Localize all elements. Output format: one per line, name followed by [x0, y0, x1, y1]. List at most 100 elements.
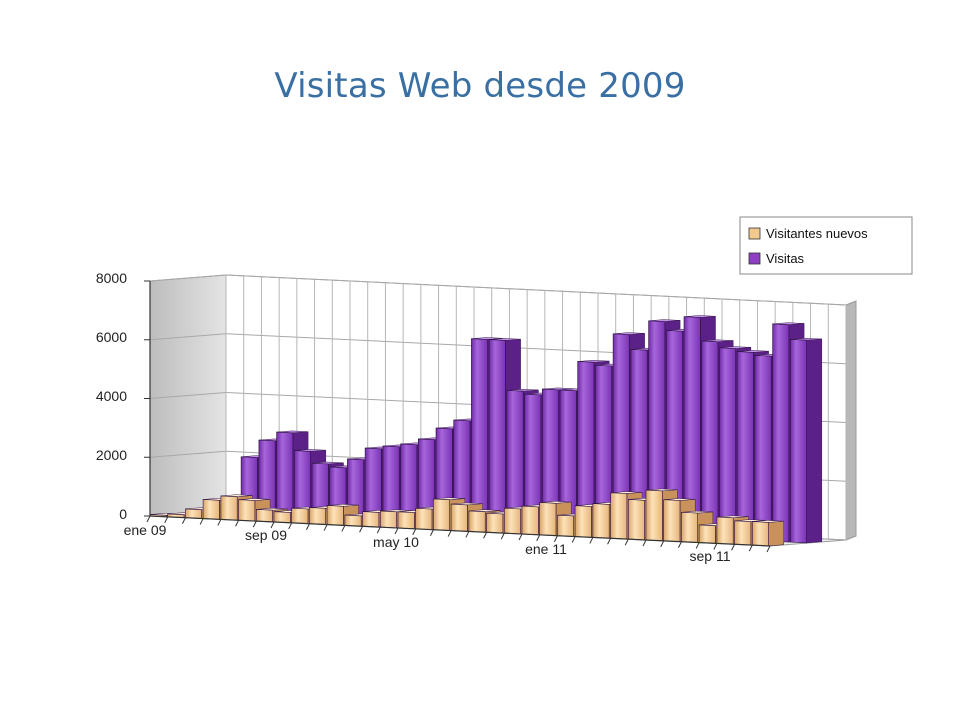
bar-visitantes-nuevos-front — [185, 508, 202, 519]
x-tick-mark — [288, 522, 293, 530]
bar-visitantes-nuevos-front — [557, 514, 575, 537]
bar-visitantes-nuevos-front — [309, 507, 327, 525]
bar-visitas-front — [772, 323, 790, 543]
bar-visitantes-nuevos-front — [663, 499, 681, 542]
x-tick-mark — [589, 537, 594, 544]
legend-swatch-visitas — [748, 252, 761, 265]
bar-visitantes-nuevos-front — [681, 511, 699, 543]
x-tick-label: sep 11 — [690, 548, 731, 564]
x-tick-mark — [766, 545, 771, 553]
x-tick-mark — [270, 521, 275, 529]
bar-visitantes-nuevos-front — [202, 499, 220, 520]
x-tick-mark — [695, 542, 700, 549]
bar-visitantes-nuevos-front — [645, 489, 663, 542]
x-tick-mark — [412, 528, 417, 536]
x-tick-mark — [607, 538, 612, 545]
x-tick-mark — [536, 534, 541, 542]
legend-label-visitantes-nuevos: Visitantes nuevos — [766, 226, 868, 241]
bar-visitas-front — [488, 339, 506, 529]
x-tick-mark — [323, 524, 328, 531]
bar-visitas-front — [471, 338, 489, 528]
gridline-left — [149, 333, 227, 341]
bar-visitas-front — [701, 340, 719, 539]
bar-visitas-front — [789, 339, 807, 544]
x-tick-mark — [235, 520, 240, 527]
bar-visitantes-nuevos-side — [768, 520, 785, 547]
bar-visitantes-nuevos-front — [698, 524, 716, 544]
bar-visitas-front — [276, 431, 294, 519]
bar-visitantes-nuevos-front — [326, 505, 344, 526]
x-tick-mark — [748, 544, 753, 552]
y-axis-tick-labels: 0 2000 4000 6000 8000 — [96, 270, 127, 522]
bar-visitantes-nuevos-front — [521, 505, 539, 536]
bar-visitantes-nuevos-front — [734, 520, 752, 546]
y-tick-label: 2000 — [96, 447, 127, 463]
bar-visitantes-nuevos-front — [273, 511, 291, 524]
bar-visitantes-nuevos-front — [344, 514, 362, 527]
gridline-left — [149, 392, 227, 399]
x-tick-mark — [624, 538, 629, 546]
bar-visitantes-nuevos-front — [610, 492, 628, 540]
x-tick-label: may 10 — [373, 534, 419, 550]
x-tick-mark — [447, 530, 452, 537]
bar-visitantes-nuevos-front — [255, 509, 273, 523]
x-tick-mark — [429, 529, 434, 536]
axes — [144, 280, 771, 553]
bar-visitantes-nuevos-front — [415, 507, 433, 530]
bar-visitantes-nuevos — [751, 520, 785, 547]
x-tick-mark — [518, 533, 523, 541]
bar-visitantes-nuevos-front — [627, 499, 645, 541]
gridline-back — [225, 274, 847, 306]
y-tick-label: 4000 — [96, 388, 127, 404]
legend: Visitantes nuevos Visitas — [739, 216, 913, 275]
y-tick-label: 0 — [119, 506, 127, 522]
x-tick-mark — [713, 543, 718, 550]
x-tick-mark — [376, 526, 381, 534]
x-tick-mark — [394, 527, 399, 535]
x-tick-mark — [217, 519, 222, 526]
bar-visitantes-nuevos-front — [362, 511, 380, 528]
x-axis-tick-labels: ene 09 sep 09 may 10 ene 11 sep 11 — [124, 522, 731, 564]
x-tick-mark — [252, 520, 257, 528]
series-visitas — [240, 315, 823, 544]
x-tick-mark — [571, 536, 576, 543]
x-axis-line — [149, 515, 771, 547]
y-tick-label: 8000 — [96, 270, 127, 286]
x-tick-mark — [483, 532, 488, 539]
bar-visitantes-nuevos-front — [486, 512, 504, 534]
bar-visitas-front — [736, 351, 754, 541]
bar-visitantes-nuevos-front — [751, 521, 769, 547]
x-tick-mark — [359, 526, 364, 533]
x-tick-mark — [465, 531, 470, 538]
bar-visitantes-nuevos-front — [468, 510, 486, 533]
x-tick-mark — [660, 540, 665, 548]
x-tick-mark — [500, 532, 505, 540]
bar-visitas-front — [719, 347, 737, 540]
bar-visitantes-nuevos-front — [379, 510, 397, 529]
bar-visitantes-nuevos-front — [592, 503, 610, 539]
gridline-left — [149, 450, 227, 458]
right-wall-edge — [845, 300, 857, 541]
x-tick-mark — [642, 539, 647, 547]
bar-visitantes-nuevos-front — [539, 502, 557, 536]
bar-visitas — [789, 338, 823, 544]
x-tick-label: ene 11 — [525, 541, 567, 557]
bar-visitas-front — [754, 355, 772, 542]
bar-visitantes-nuevos-front — [220, 495, 238, 521]
legend-label-visitas: Visitas — [766, 251, 805, 266]
bar-visitantes-nuevos-front — [716, 516, 734, 545]
bar-visitantes-nuevos-front — [450, 503, 468, 532]
gridline-left — [149, 274, 227, 282]
bar-visitantes-nuevos-front — [574, 505, 592, 538]
legend-box — [739, 216, 913, 275]
bar-visitantes-nuevos-front — [291, 507, 309, 524]
x-tick-mark — [731, 544, 736, 551]
x-tick-mark — [164, 516, 169, 524]
x-tick-mark — [305, 523, 310, 530]
legend-swatch-visitantes-nuevos — [748, 227, 761, 240]
bar-visitantes-nuevos-front — [397, 511, 415, 530]
x-tick-mark — [199, 518, 204, 525]
bar-visitantes-nuevos-front — [433, 498, 451, 531]
x-tick-label: ene 09 — [124, 522, 167, 538]
